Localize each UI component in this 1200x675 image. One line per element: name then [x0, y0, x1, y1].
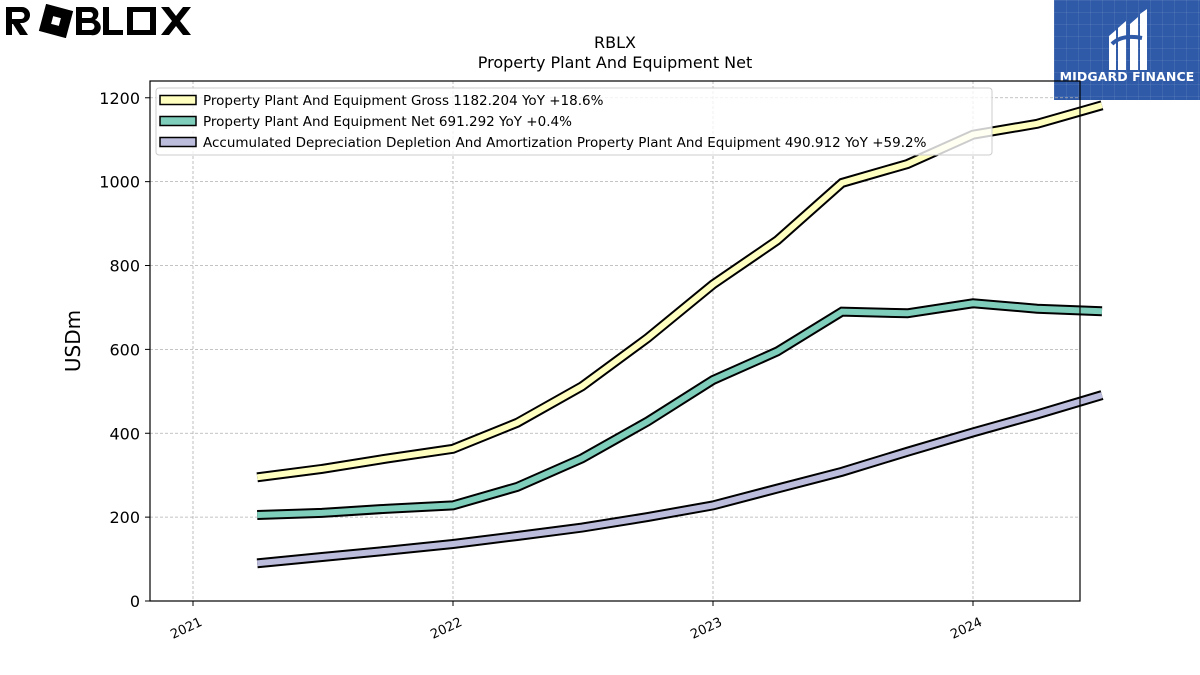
roblox-logo: [6, 4, 191, 38]
legend-item: Accumulated Depreciation Depletion And A…: [159, 135, 927, 151]
y-tick-label: 800: [109, 257, 140, 276]
legend-label: Property Plant And Equipment Gross 1182.…: [203, 93, 604, 109]
axis-ticks: 0 200 400 600 800 1000 1200 2021 2022 2023 2024: [99, 89, 984, 643]
series-line: [257, 300, 1103, 518]
legend-box: [155, 87, 993, 156]
y-tick-label: 600: [109, 340, 140, 359]
y-axis-label: USDm: [61, 310, 85, 372]
legend-label: Accumulated Depreciation Depletion And A…: [203, 135, 927, 151]
plot-frame: [149, 80, 1081, 602]
series-outline: [256, 100, 1104, 483]
legend-swatch: [159, 136, 197, 148]
x-tick-label: 2023: [688, 615, 724, 643]
midgard-emblem-icon: [1109, 9, 1147, 70]
legend-item: Property Plant And Equipment Net 691.292…: [159, 114, 572, 130]
series-outline: [256, 390, 1104, 569]
y-tick-label: 1200: [99, 89, 140, 108]
y-tick-label: 1000: [99, 173, 140, 192]
y-tick-label: 400: [109, 424, 140, 443]
series-lines: [256, 100, 1104, 569]
y-tick-label: 200: [109, 508, 140, 527]
x-tick-label: 2022: [428, 615, 464, 643]
series-2: [256, 390, 1104, 569]
series-outline: [257, 298, 1103, 520]
series-1: [257, 298, 1103, 520]
series-line: [256, 102, 1103, 481]
midgard-finance-logo: MIDGARD FINANCE: [1054, 0, 1200, 100]
legend-swatch: [159, 94, 197, 106]
brand-name: MIDGARD FINANCE: [1059, 69, 1195, 84]
x-tick-label: 2024: [948, 615, 984, 643]
series-line: [256, 392, 1103, 567]
legend-item: Property Plant And Equipment Gross 1182.…: [159, 93, 604, 109]
legend-label: Property Plant And Equipment Net 691.292…: [203, 114, 572, 130]
series-0: [256, 100, 1104, 483]
chart-title: RBLX: [594, 33, 636, 52]
chart-subtitle: Property Plant And Equipment Net: [478, 53, 753, 72]
y-tick-label: 0: [130, 592, 140, 611]
legend-swatch: [159, 115, 197, 127]
x-tick-label: 2021: [168, 615, 204, 643]
legend: Property Plant And Equipment Gross 1182.…: [155, 87, 993, 156]
